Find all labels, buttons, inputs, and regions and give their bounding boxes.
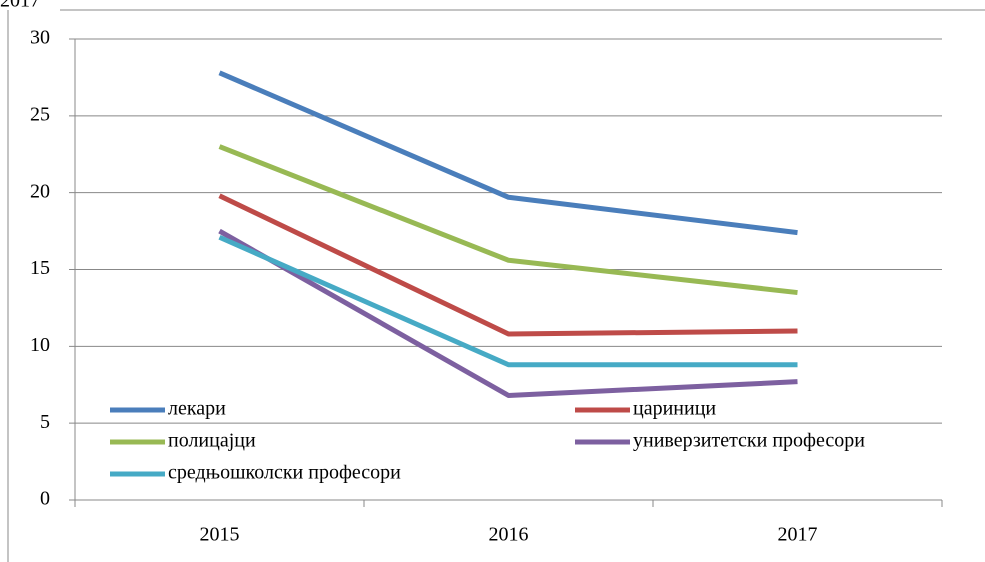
series-line	[218, 234, 798, 368]
y-tick-label: 20	[30, 180, 50, 202]
legend-label: цариници	[633, 398, 716, 420]
y-tick-label: 30	[30, 27, 50, 49]
series-line	[218, 144, 798, 296]
series-line	[218, 193, 798, 337]
y-tick-label: 10	[30, 334, 50, 356]
legend-label: полицајци	[168, 430, 256, 452]
x-tick-label: 2015	[200, 524, 240, 546]
series-line	[218, 228, 798, 399]
chart-title: 2017	[0, 0, 40, 12]
legend-label: лекари	[168, 398, 226, 420]
legend-label: средњошколски професори	[168, 462, 401, 484]
y-tick-label: 5	[40, 411, 50, 433]
series-line	[218, 70, 798, 236]
y-tick-label: 15	[30, 257, 50, 279]
legend-label: универзитетски професори	[633, 430, 865, 452]
x-tick-label: 2016	[489, 524, 529, 546]
x-tick-label: 2017	[778, 524, 818, 546]
y-tick-label: 25	[30, 103, 50, 125]
y-tick-label: 0	[40, 488, 50, 510]
